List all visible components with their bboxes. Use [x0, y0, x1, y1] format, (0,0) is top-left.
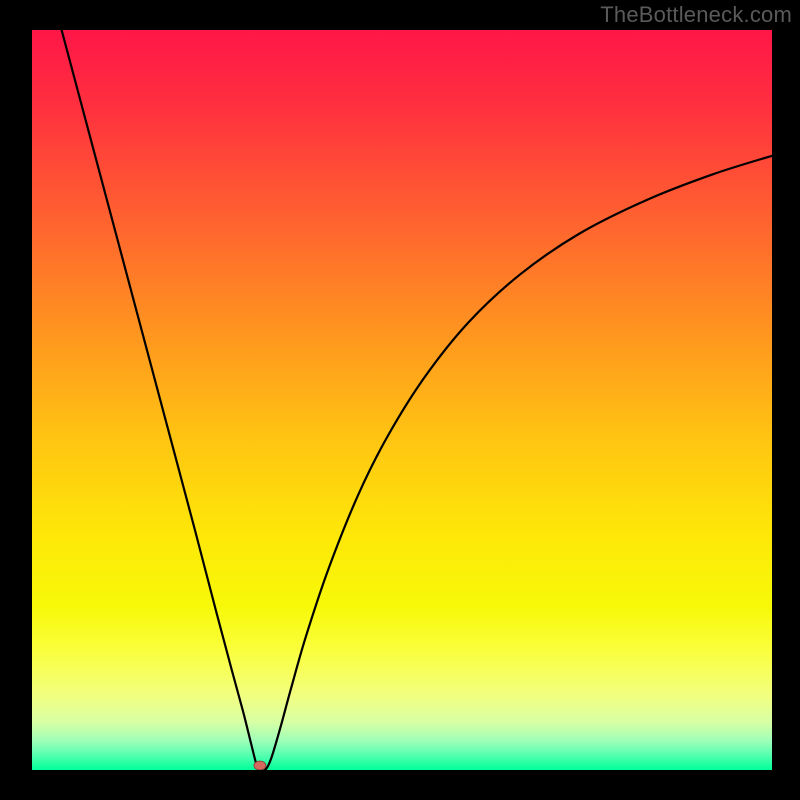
plot-background — [32, 30, 772, 770]
plot-svg — [32, 30, 772, 770]
optimal-point-marker — [254, 761, 266, 770]
watermark-text: TheBottleneck.com — [600, 2, 792, 28]
chart-root: TheBottleneck.com — [0, 0, 800, 800]
plot-area — [32, 30, 772, 770]
